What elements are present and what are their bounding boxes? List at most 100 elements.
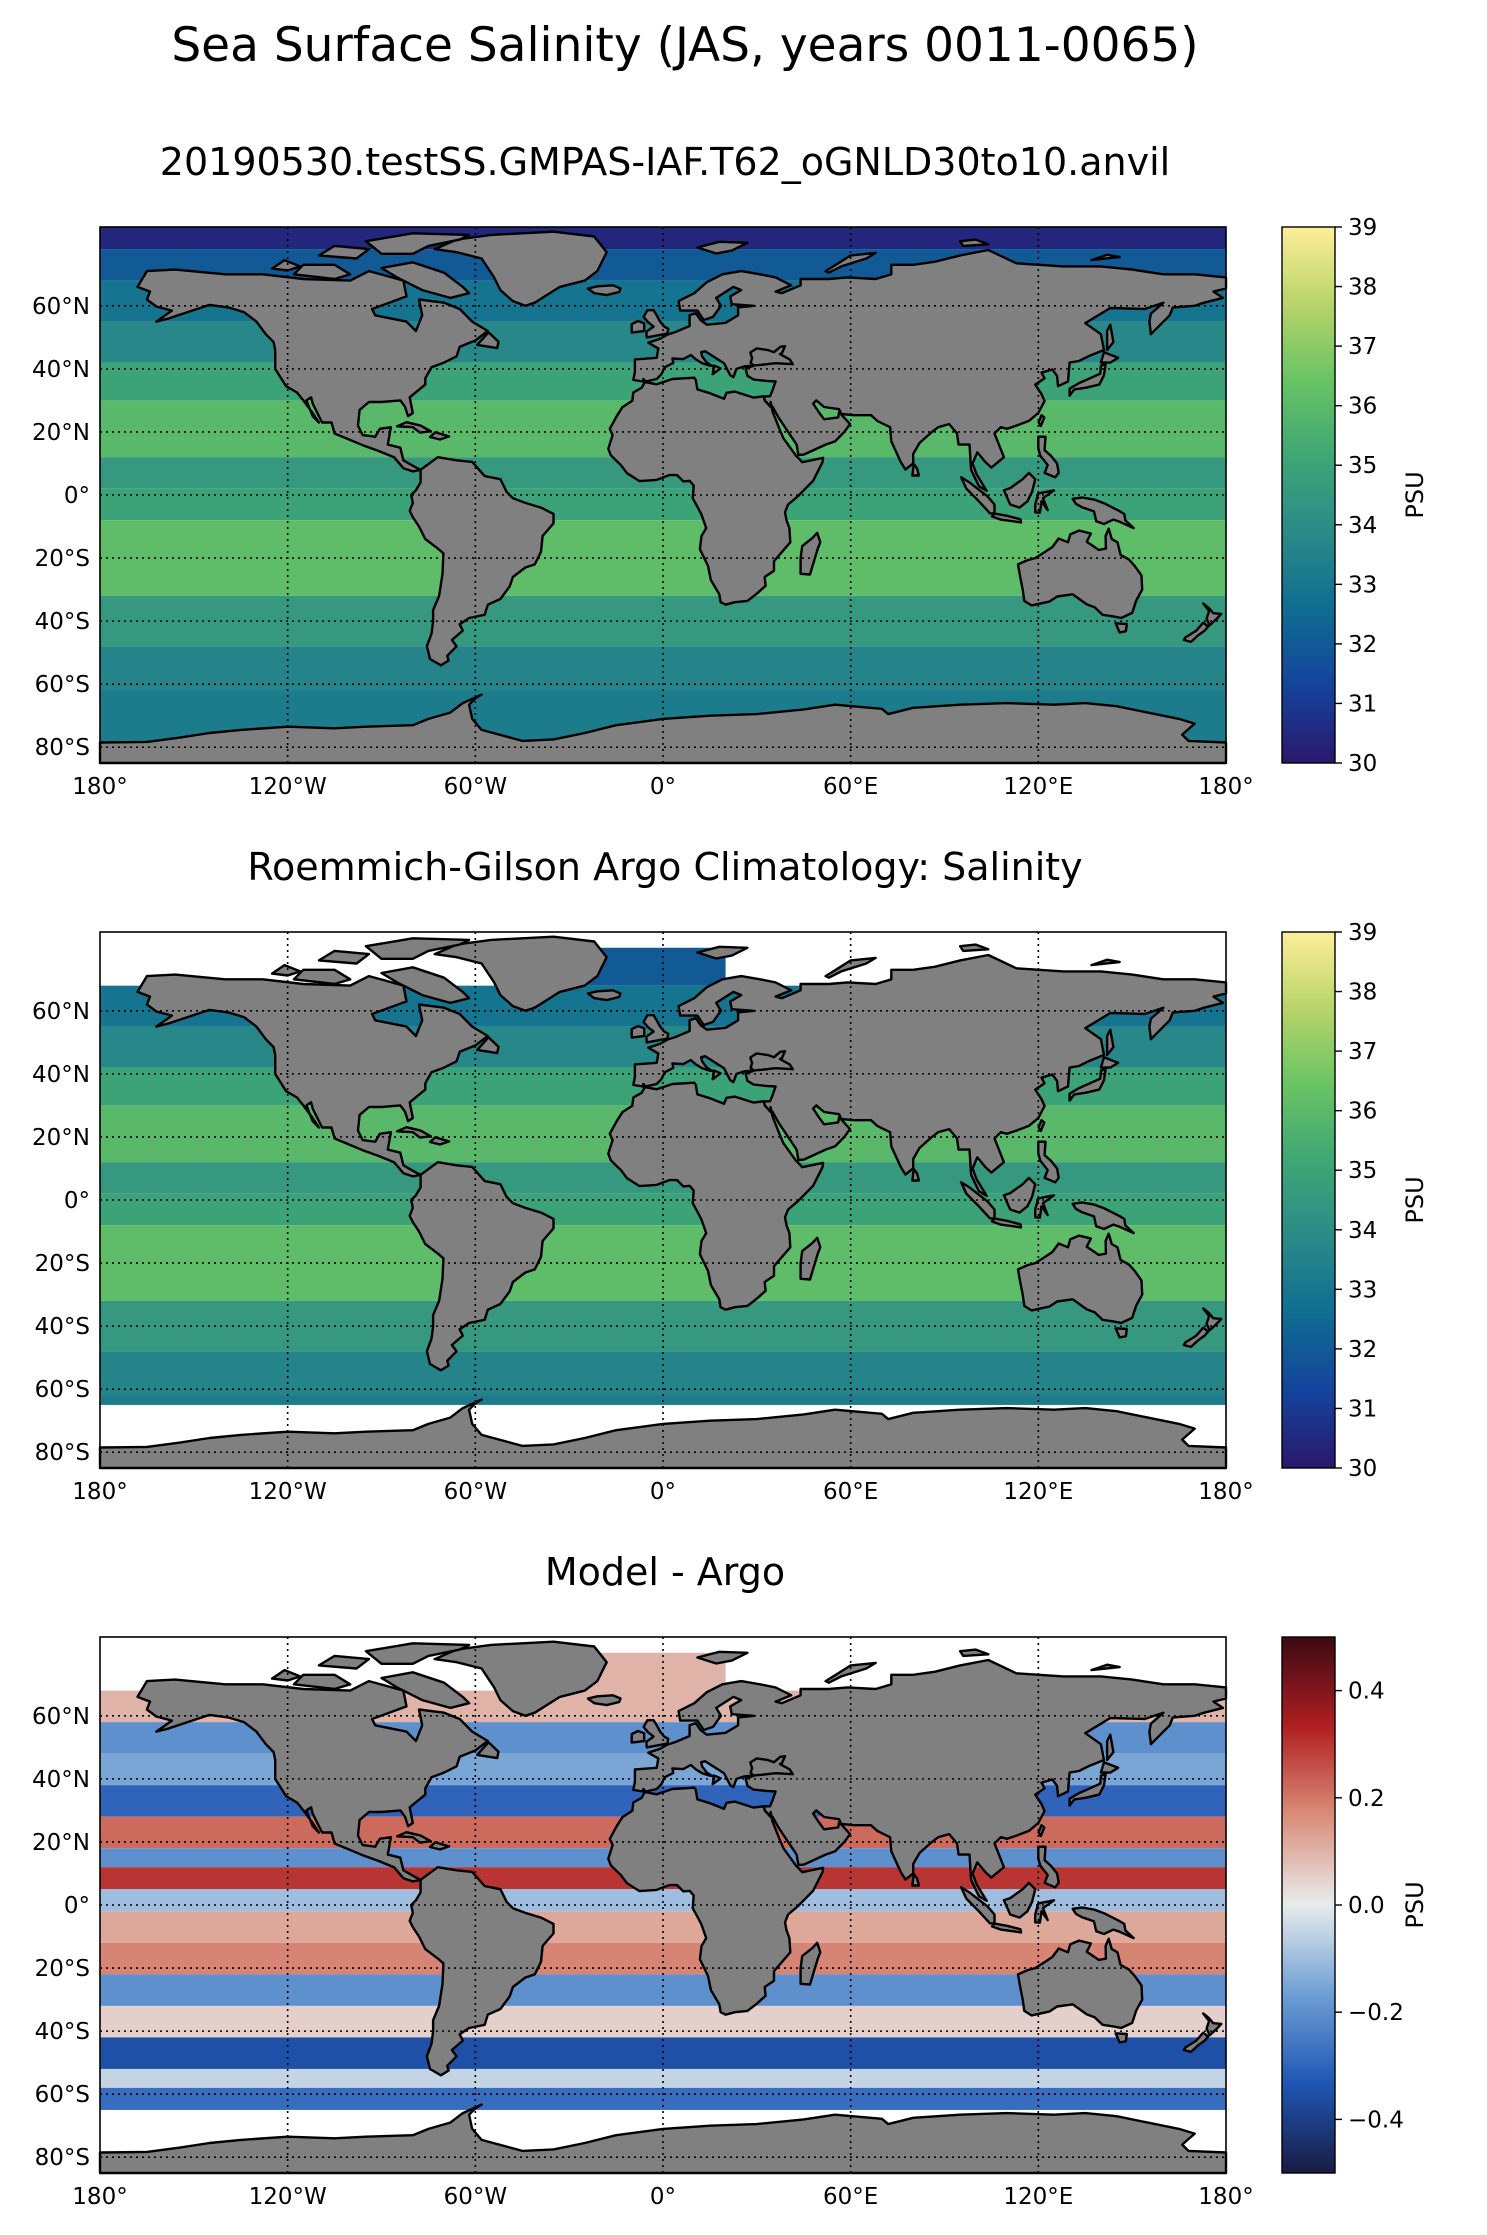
x-tick-label: 120°W (249, 774, 327, 800)
panel-title-difference: Model - Argo (544, 1550, 786, 1594)
land-north-america (136, 268, 489, 473)
land-eurasia-africa (632, 1658, 1228, 1903)
colorbar-label: PSU (1401, 1881, 1429, 1928)
y-tick-label: 40°N (32, 1062, 90, 1088)
land-arctic-islands (317, 949, 371, 965)
land-java (990, 1217, 1023, 1229)
y-tick-label: 0° (64, 1893, 90, 1919)
land-arctic-islands (317, 244, 371, 260)
land-new-guinea (1071, 1201, 1135, 1235)
land-britain (642, 1719, 670, 1749)
colorbar (1281, 1636, 1336, 2174)
colorbar-tick-label: 34 (1348, 1218, 1377, 1244)
land-hokkaido (1099, 1761, 1120, 1774)
land-severnaya (958, 1648, 990, 1658)
land-ellesmere (364, 232, 471, 255)
land-newfoundland (476, 331, 500, 350)
colorbar-tick-label: 35 (1348, 453, 1377, 479)
colorbar-tick-label: 39 (1348, 215, 1377, 241)
land-sri-lanka (911, 1872, 921, 1887)
x-tick-label: 120°E (1003, 1479, 1073, 1505)
land-baffin (380, 261, 471, 300)
colorbar-tick-label: 0.4 (1348, 1679, 1385, 1705)
land-greenland (433, 935, 608, 1012)
x-tick-label: 60°E (823, 2184, 878, 2210)
y-tick-label: 20°S (35, 1251, 90, 1277)
land-tasmania (1114, 1327, 1128, 1339)
land-svalbard (696, 240, 749, 255)
land-madagascar (799, 531, 822, 576)
y-tick-label: 40°S (35, 1314, 90, 1340)
x-tick-label: 60°W (444, 774, 508, 800)
colorbar-tick-label: 32 (1348, 1337, 1377, 1363)
x-tick-label: 60°W (444, 2184, 508, 2210)
colorbar-tick-label: 0.2 (1348, 1786, 1385, 1812)
land-new-zealand-s (1182, 2031, 1210, 2054)
land-south-america (408, 1866, 555, 2077)
land-britain (642, 309, 670, 339)
land-taiwan (1037, 1824, 1046, 1838)
land-ireland (630, 1729, 646, 1744)
land-new-zealand-s (1182, 621, 1210, 644)
land-tasmania (1114, 2032, 1128, 2044)
land-novaya-zemlya (824, 251, 877, 274)
land-antarctica (98, 693, 1228, 765)
land-philippines (1037, 1845, 1060, 1889)
y-tick-label: 60°S (35, 1377, 90, 1403)
land-greenland (433, 1640, 608, 1717)
panel-title-argo: Roemmich-Gilson Argo Climatology: Salini… (247, 845, 1083, 889)
land-new-siberian (1090, 958, 1121, 967)
land-baffin (380, 1671, 471, 1710)
land-new-guinea (1071, 496, 1135, 530)
land-new-siberian (1090, 1663, 1121, 1672)
land-japan (1068, 1068, 1107, 1102)
y-tick-label: 60°N (32, 999, 90, 1025)
land-hokkaido (1099, 351, 1120, 364)
x-tick-label: 0° (650, 1479, 676, 1505)
land-sri-lanka (911, 462, 921, 477)
y-tick-label: 0° (64, 483, 90, 509)
land-iceland (586, 284, 622, 297)
figure-title: Sea Surface Salinity (JAS, years 0011-00… (171, 18, 1199, 73)
x-tick-label: 60°W (444, 1479, 508, 1505)
land-sri-lanka (911, 1167, 921, 1182)
land-ellesmere (364, 1642, 471, 1665)
land-novaya-zemlya (824, 1661, 877, 1684)
y-tick-label: 40°N (32, 357, 90, 383)
land-sulawesi (1034, 1194, 1056, 1219)
colorbar-label: PSU (1401, 1176, 1429, 1223)
ocean-band (100, 1889, 1226, 1912)
colorbar-tick-label: 31 (1348, 691, 1377, 717)
land-baffin (380, 966, 471, 1005)
x-tick-label: 0° (650, 2184, 676, 2210)
colorbar-tick-label: 30 (1348, 751, 1377, 777)
land-south-america (408, 1161, 555, 1372)
land-philippines (1037, 1140, 1060, 1184)
colorbar-tick-label: 33 (1348, 1277, 1377, 1303)
colorbar-tick-label: 36 (1348, 1099, 1377, 1125)
land-borneo (1002, 471, 1037, 509)
colorbar-tick-label: 34 (1348, 513, 1377, 539)
x-tick-label: 180° (72, 2184, 127, 2210)
x-tick-label: 180° (1198, 1479, 1253, 1505)
x-tick-label: 60°E (823, 774, 878, 800)
colorbar-label: PSU (1401, 471, 1429, 518)
land-severnaya (958, 943, 990, 953)
map-panel-2: 180° 120°W 60°W 0° 60°E 120°E 180° 60°N 40°N 20°N… (32, 920, 1429, 1505)
land-svalbard (696, 1650, 749, 1665)
x-tick-label: 120°W (249, 2184, 327, 2210)
y-tick-label: 60°S (35, 2082, 90, 2108)
land-banks-is (270, 1668, 302, 1682)
land-africa (607, 376, 825, 606)
land-taiwan (1037, 414, 1046, 428)
land-borneo (1002, 1176, 1037, 1214)
colorbar-tick-label: 0.0 (1348, 1893, 1385, 1919)
colorbar-tick-label: 38 (1348, 275, 1377, 301)
y-tick-label: 20°S (35, 1956, 90, 1982)
land-greenland (433, 230, 608, 307)
land-japan (1068, 1773, 1107, 1807)
y-tick-label: 80°S (35, 1440, 90, 1466)
y-tick-label: 60°N (32, 294, 90, 320)
panel-title-model: 20190530.testSS.GMPAS-IAF.T62_oGNLD30to1… (159, 140, 1171, 184)
